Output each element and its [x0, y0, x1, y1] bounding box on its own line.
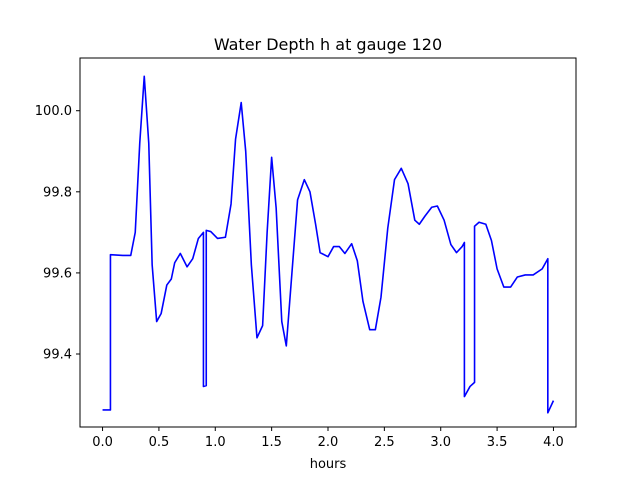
x-axis-label: hours: [310, 457, 347, 472]
x-tick-label: 3.5: [487, 435, 508, 450]
x-tick-label: 0.0: [92, 435, 113, 450]
x-tick-label: 4.0: [543, 435, 564, 450]
x-tick-label: 2.0: [318, 435, 339, 450]
series-line-0: [102, 75, 555, 414]
y-axis: 99.4 99.6 99.8 100.0: [35, 104, 80, 363]
x-tick-label: 2.5: [374, 435, 395, 450]
y-tick-label: 99.6: [43, 266, 72, 281]
x-tick-label: 3.0: [430, 435, 451, 450]
x-axis: 0.0 0.5 1.0 1.5 2.0 2.5 3.0 3.5 4.0: [92, 427, 564, 450]
y-tick-label: 99.8: [43, 185, 72, 200]
plot-area: [102, 75, 555, 414]
x-tick-label: 0.5: [149, 435, 170, 450]
chart-title: Water Depth h at gauge 120: [214, 35, 442, 54]
y-tick-label: 99.4: [43, 348, 72, 363]
y-tick-label: 100.0: [35, 104, 72, 119]
x-tick-label: 1.0: [205, 435, 226, 450]
x-tick-label: 1.5: [261, 435, 282, 450]
